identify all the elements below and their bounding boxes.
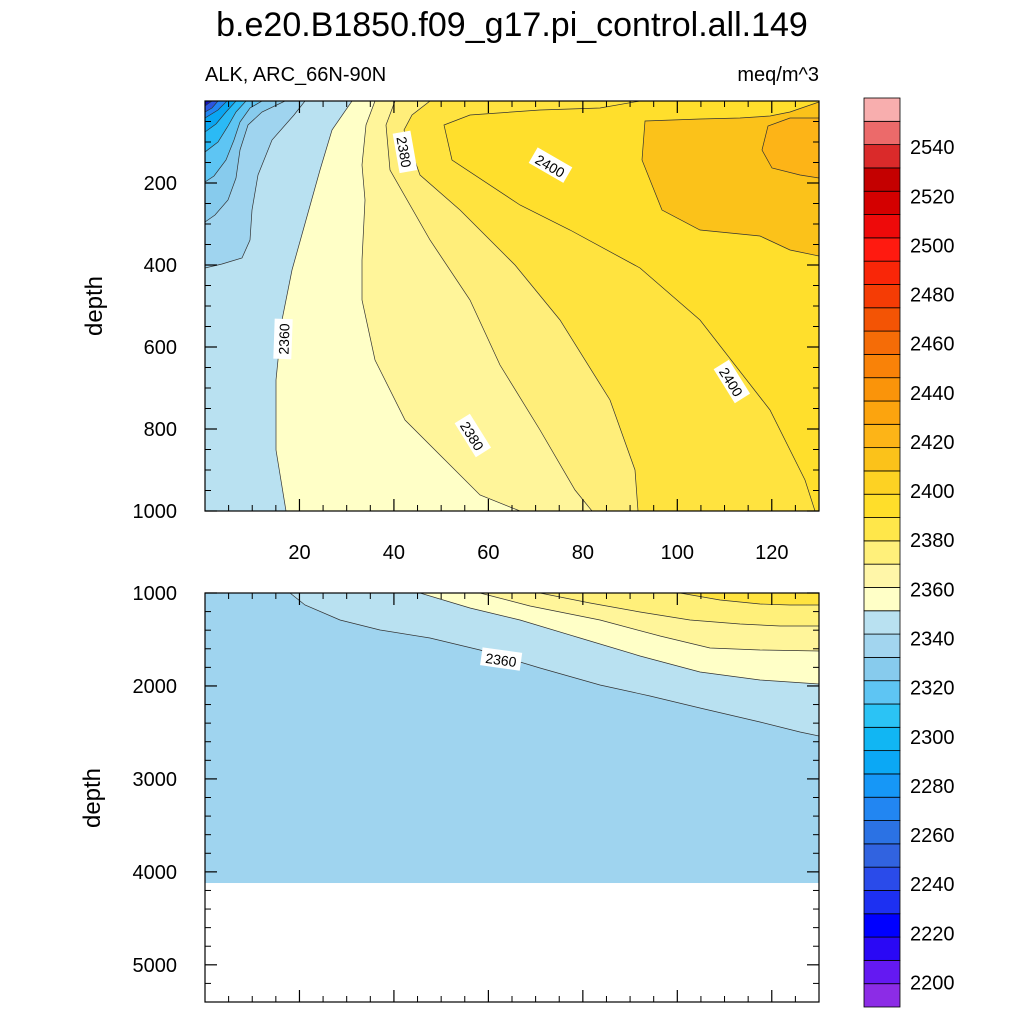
- colorbar-swatch: [863, 633, 901, 658]
- lower-ytick-label: 3000: [133, 769, 178, 791]
- upper-xtick-label: 40: [383, 542, 405, 564]
- svg-text:2360: 2360: [484, 650, 517, 670]
- lower-panel: [205, 593, 819, 1002]
- colorbar-swatch: [863, 377, 901, 402]
- upper-ylabel: depth: [81, 276, 108, 336]
- colorbar-swatch: [863, 959, 901, 985]
- colorbar-label: 2280: [910, 776, 955, 798]
- upper-ytick-label: 1000: [133, 501, 178, 523]
- lower-band-2400: [679, 593, 819, 606]
- colorbar-swatch: [863, 843, 901, 868]
- upper-panel: [205, 101, 819, 511]
- colorbar-swatch: [863, 610, 901, 635]
- colorbar-swatch: [863, 447, 901, 472]
- upper-x-ticks: 20 40 60 80 100 120: [228, 101, 796, 564]
- upper-y-ticks: 200 400 600 800 1000: [133, 121, 819, 523]
- band-2420: [761, 117, 819, 179]
- lower-ytick-label: 4000: [133, 862, 178, 884]
- svg-text:2380: 2380: [393, 135, 414, 169]
- colorbar-swatch: [863, 144, 901, 169]
- colorbar-swatch: [863, 167, 901, 192]
- colorbar-swatch: [863, 400, 901, 425]
- colorbar-swatch: [863, 470, 901, 495]
- colorbar-swatch: [863, 866, 901, 891]
- colorbar-label: 2420: [910, 432, 955, 454]
- upper-ytick-label: 600: [144, 337, 177, 359]
- colorbar-swatch: [863, 307, 901, 332]
- colorbar-swatch: [863, 353, 901, 379]
- colorbar-swatch: [863, 726, 901, 752]
- colorbar-label: 2480: [910, 285, 955, 307]
- lower-x-ticks: [228, 593, 796, 1002]
- upper-xtick-label: 80: [572, 542, 594, 564]
- colorbar-label: 2320: [910, 678, 955, 700]
- colorbar-swatch: [863, 214, 901, 239]
- lower-ytick-label: 1000: [133, 583, 178, 605]
- colorbar-label: 2460: [910, 334, 955, 356]
- colorbar-swatch: [863, 97, 901, 122]
- colorbar-label: 2340: [910, 628, 955, 650]
- colorbar-swatch: [863, 680, 901, 705]
- band-2230: [205, 101, 213, 107]
- colorbar-label: 2260: [910, 825, 955, 847]
- colorbar-swatch: [863, 284, 901, 309]
- colorbar-label: 2200: [910, 972, 955, 994]
- colorbar-swatch: [863, 237, 901, 262]
- colorbar-swatch: [863, 820, 901, 845]
- subtitle-variable: ALK, ARC_66N-90N: [205, 64, 386, 86]
- subtitle-units: meq/m^3: [737, 64, 819, 86]
- colorbar-label: 2440: [910, 383, 955, 405]
- upper-xtick-label: 60: [477, 542, 499, 564]
- colorbar-swatch: [863, 936, 901, 961]
- colorbar: 2540 2520 2500 2480 2460 2440 2420 2400 2380 2360…: [863, 97, 955, 1008]
- upper-xtick-label: 120: [755, 542, 788, 564]
- lower-ytick-label: 2000: [133, 676, 178, 698]
- colorbar-swatch: [863, 540, 901, 565]
- colorbar-swatch: [863, 750, 901, 775]
- colorbar-label: 2300: [910, 727, 955, 749]
- colorbar-swatch: [863, 517, 901, 542]
- chart-title: b.e20.B1850.f09_g17.pi_control.all.149: [216, 6, 808, 44]
- colorbar-swatch: [863, 587, 901, 612]
- colorbar-swatch: [863, 423, 901, 449]
- colorbar-swatch: [863, 563, 901, 588]
- colorbar-swatch: [863, 983, 901, 1008]
- colorbar-label: 2380: [910, 530, 955, 552]
- lower-y-ticks: 1000 2000 3000 4000 5000: [133, 583, 819, 1003]
- contour-label-2380-a: 2380: [392, 130, 418, 174]
- colorbar-label: 2500: [910, 235, 955, 257]
- upper-ytick-label: 800: [144, 419, 177, 441]
- colorbar-swatch: [863, 330, 901, 355]
- lower-ylabel: depth: [79, 768, 106, 828]
- upper-ytick-label: 200: [144, 173, 177, 195]
- svg-text:2360: 2360: [275, 323, 292, 355]
- colorbar-label: 2400: [910, 481, 955, 503]
- colorbar-label: 2520: [910, 186, 955, 208]
- upper-ytick-label: 400: [144, 255, 177, 277]
- colorbar-swatch: [863, 493, 901, 518]
- colorbar-swatch: [863, 703, 901, 728]
- colorbar-label: 2540: [910, 137, 955, 159]
- upper-xtick-label: 20: [288, 542, 310, 564]
- colorbar-swatch: [863, 890, 901, 915]
- upper-xtick-label: 100: [661, 542, 694, 564]
- colorbar-label: 2360: [910, 579, 955, 601]
- colorbar-swatch: [863, 260, 901, 285]
- contour-label-2360-a: 2360: [273, 318, 293, 360]
- colorbar-swatch: [863, 796, 901, 821]
- colorbar-swatch: [863, 773, 901, 798]
- lower-ytick-label: 5000: [133, 955, 178, 977]
- contour-label-2360-b: 2360: [480, 647, 523, 671]
- colorbar-label: 2220: [910, 923, 955, 945]
- colorbar-swatch: [863, 190, 901, 215]
- colorbar-label: 2240: [910, 874, 955, 896]
- colorbar-swatch: [863, 120, 901, 146]
- colorbar-swatch: [863, 913, 901, 938]
- colorbar-swatch: [863, 656, 901, 682]
